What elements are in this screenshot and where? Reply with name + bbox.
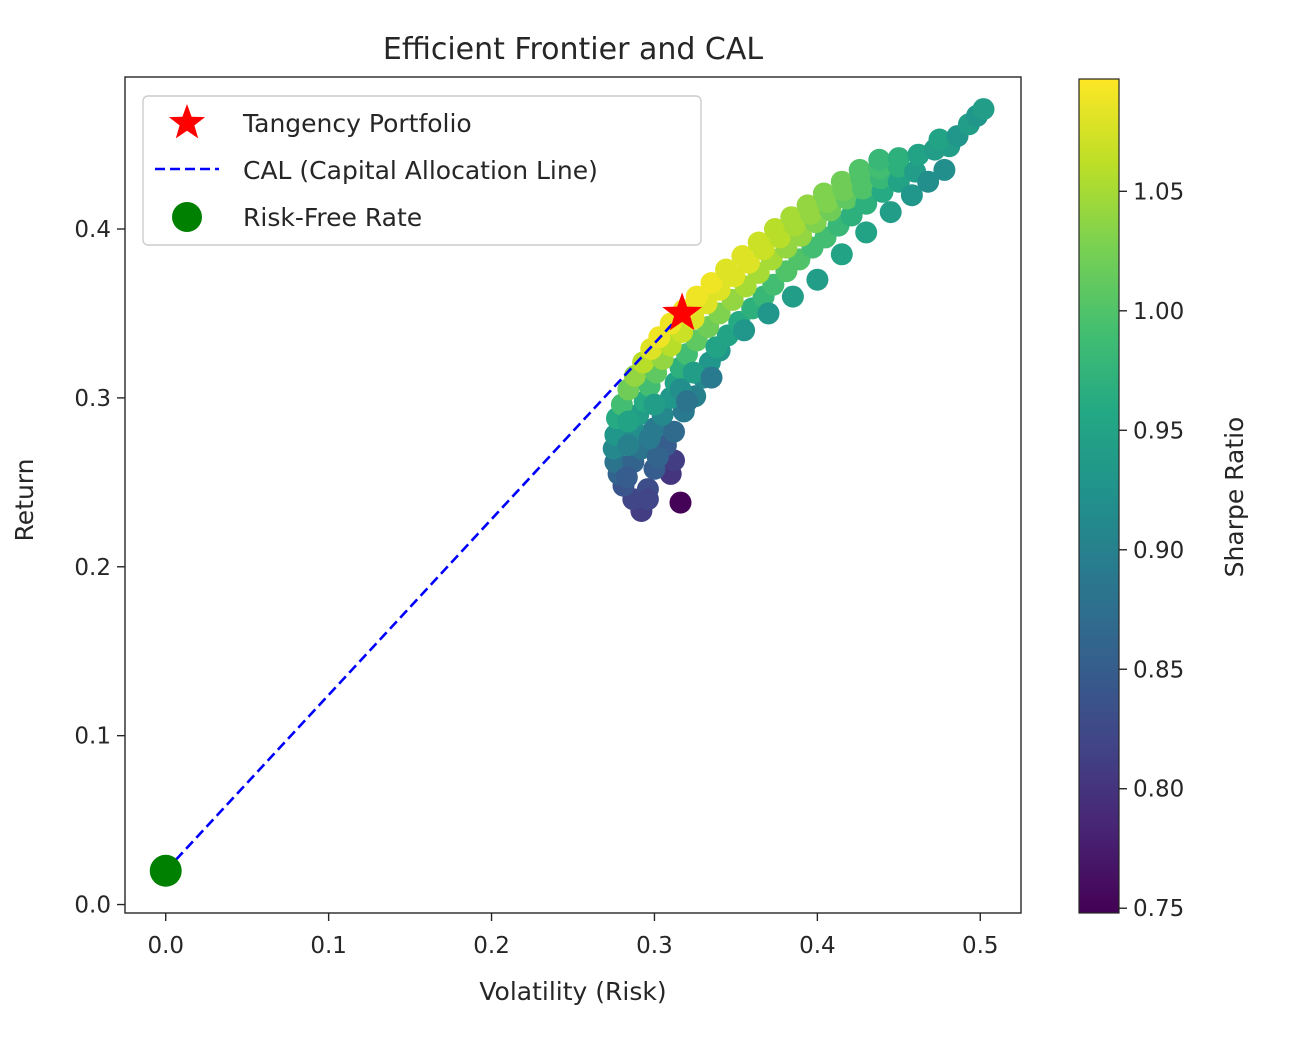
portfolio-point [715,258,738,281]
colorbar-gradient [1078,78,1120,914]
portfolio-point [806,268,829,291]
colorbar-label: Sharpe Ratio [1220,417,1249,578]
legend: Tangency Portfolio CAL (Capital Allocati… [142,95,702,246]
legend-box [142,95,702,246]
y-tick-label: 0.3 [74,386,111,412]
portfolio-point [636,488,659,511]
portfolio-point [868,148,891,171]
portfolio-point [887,170,910,193]
cal-line [164,312,684,872]
x-tick-label: 0.1 [310,933,347,959]
colorbar-tick-label: 0.90 [1133,538,1184,564]
y-axis-label: Return [10,459,39,542]
portfolio-point [638,427,661,450]
colorbar-tick-label: 1.00 [1133,299,1184,325]
portfolio-point [830,243,853,266]
portfolio-point [685,285,708,308]
portfolio-point [705,336,728,359]
portfolio-point [764,218,786,240]
legend-label-cal: CAL (Capital Allocation Line) [243,156,598,185]
portfolio-point [733,319,756,342]
portfolio-point [700,366,723,389]
risk-free-point [149,854,182,887]
portfolio-point [615,466,638,489]
colorbar-tick-label: 1.05 [1133,179,1184,205]
portfolio-point [700,272,723,294]
y-tick-label: 0.4 [74,217,111,243]
portfolio-point [781,285,804,308]
x-axis: 0.0 0.1 0.2 0.3 0.4 0.5 [147,913,999,959]
portfolio-point [887,147,910,170]
x-tick-label: 0.4 [799,933,836,959]
portfolio-point [879,201,902,224]
x-tick-label: 0.5 [962,933,999,959]
portfolio-scatter [602,98,995,522]
tangency-star [662,292,703,331]
y-axis: 0.0 0.1 0.2 0.3 0.4 [74,217,125,919]
legend-label-risk-free: Risk-Free Rate [243,203,422,232]
series-layer [149,292,703,887]
legend-star-marker [168,104,206,139]
portfolio-point [682,361,705,384]
colorbar-ticks: 0.75 0.80 0.85 0.90 0.95 1.00 1.05 [1119,179,1184,922]
legend-label-tangency: Tangency Portfolio [242,109,472,138]
x-tick-label: 0.3 [636,933,673,959]
portfolio-point [900,184,923,207]
portfolio-point [855,221,878,244]
portfolio-point [840,204,863,227]
colorbar-tick-label: 0.95 [1133,418,1184,444]
portfolio-point [676,390,698,413]
y-tick-label: 0.2 [74,555,111,581]
colorbar-tick-label: 0.75 [1133,896,1184,922]
portfolio-point [669,491,692,514]
portfolio-point [663,420,685,443]
portfolio-point [812,182,835,205]
portfolio-point [928,128,951,151]
portfolio-point [757,302,780,325]
portfolio-point [617,410,640,433]
colorbar-tick-label: 0.80 [1133,777,1184,803]
portfolio-point [848,158,871,181]
colorbar-tick-label: 0.85 [1133,657,1184,683]
chart-title: Efficient Frontier and CAL [383,32,764,67]
portfolio-point [780,206,803,229]
x-tick-label: 0.2 [473,933,510,959]
portfolio-point [617,434,640,457]
x-tick-label: 0.0 [147,933,184,959]
portfolio-point [643,393,666,416]
portfolio-point [796,194,819,217]
portfolio-point [830,170,853,193]
x-axis-label: Volatility (Risk) [479,977,666,1006]
portfolio-point [917,170,940,193]
portfolio-point [933,158,956,181]
y-tick-label: 0.0 [74,893,111,919]
portfolio-point [646,446,669,468]
colorbar: 0.75 0.80 0.85 0.90 0.95 1.00 1.05 Sharpe Rati… [1078,78,1249,922]
portfolio-point [731,245,754,267]
plot-frame [124,76,1022,914]
portfolio-point [747,231,770,254]
legend-dot-marker [172,202,202,232]
y-tick-label: 0.1 [74,724,111,750]
portfolio-point [972,98,995,121]
